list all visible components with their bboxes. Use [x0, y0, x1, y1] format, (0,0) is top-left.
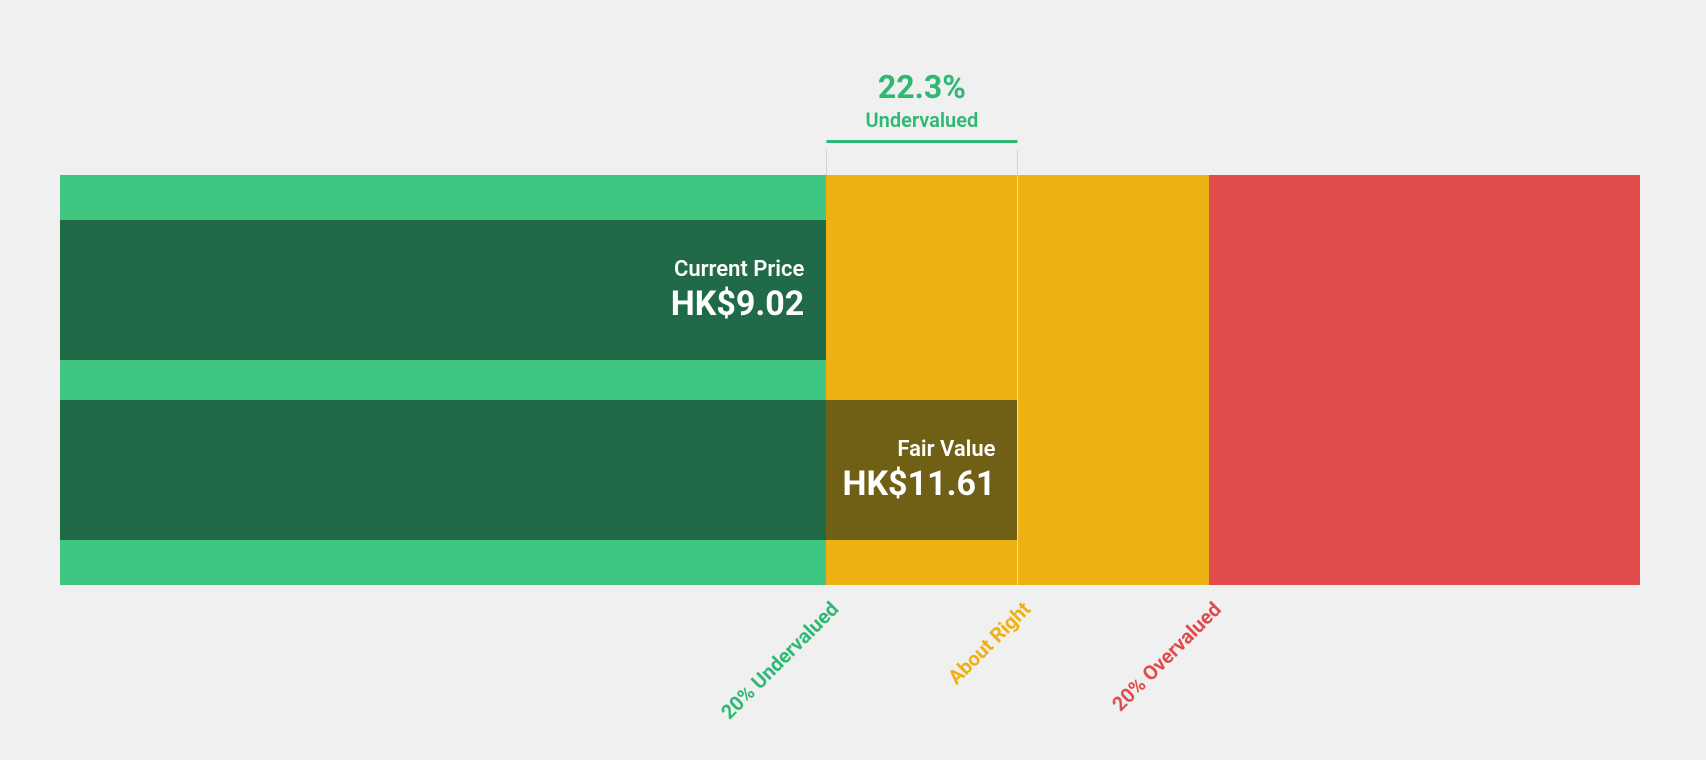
valuation-percent: 22.3%: [826, 68, 1017, 106]
valuation-chart: Current PriceHK$9.02 Fair ValueHK$11.61: [60, 175, 1640, 585]
valuation-header: 22.3% Undervalued: [826, 68, 1017, 143]
bar-current_price: Current PriceHK$9.02: [60, 220, 826, 360]
about_right_label: About Right: [943, 597, 1035, 689]
bar-value-fair_value: HK$11.61: [842, 464, 995, 504]
valuation-label: Undervalued: [826, 108, 1017, 132]
fair_value_tick: [1017, 175, 1018, 585]
bar-value-current_price: HK$9.02: [671, 284, 805, 324]
bar-label-fair_value: Fair Value: [842, 437, 995, 462]
valuation-underline: [826, 140, 1017, 143]
undervalued_label: 20% Undervalued: [716, 597, 843, 724]
bar-fair_value: Fair ValueHK$11.61: [60, 400, 1017, 540]
band-overvalued: [1209, 175, 1640, 585]
header-bracket-line-0: [826, 150, 827, 175]
bar-label-current_price: Current Price: [671, 257, 805, 282]
overvalued_label: 20% Overvalued: [1107, 597, 1226, 716]
header-bracket-line-1: [1017, 150, 1018, 175]
